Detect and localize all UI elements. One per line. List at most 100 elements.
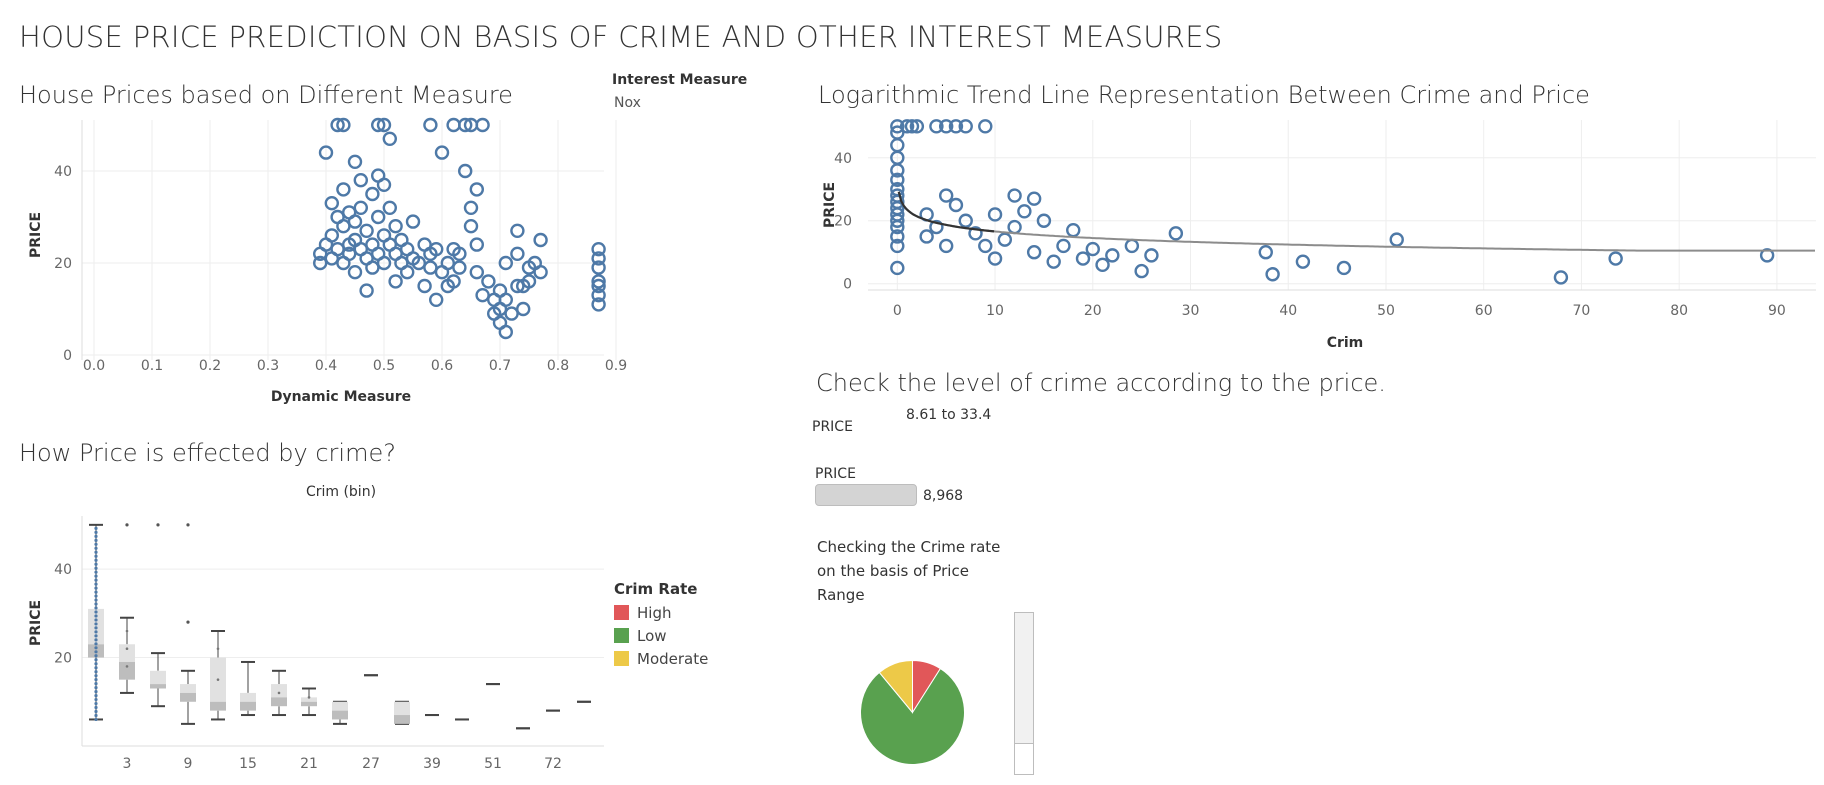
scatter-point: [1295, 254, 1311, 269]
scatter-point: [1134, 263, 1149, 279]
sheet3-title: How Price is effected by crime?: [19, 439, 396, 467]
scatter-point: [919, 229, 934, 244]
box-point: [94, 546, 98, 550]
scatter-point: [591, 278, 606, 294]
scatter-point: [1124, 238, 1140, 254]
box-upper: [301, 697, 317, 702]
legend-label-high: High: [637, 603, 672, 622]
box-point: [216, 647, 220, 650]
scatter-point: [469, 182, 484, 197]
scatter-point: [591, 297, 606, 312]
x-axis-title: Dynamic Measure: [271, 389, 411, 405]
box-point: [277, 691, 281, 695]
scatter-point: [997, 232, 1013, 247]
x-tick-label: 0.2: [199, 358, 221, 374]
x-tick-label: 0.3: [257, 358, 279, 374]
scatter-point: [400, 264, 415, 280]
box-point: [125, 629, 129, 633]
box-point: [94, 530, 98, 534]
scatter-point: [365, 186, 380, 202]
box-upper: [180, 684, 196, 693]
legend-item-low[interactable]: Low: [614, 624, 708, 647]
pie-slice-low: [860, 667, 965, 765]
crim-rate-legend: Crim Rate High Low Moderate: [614, 580, 708, 670]
x-tick-label: 9: [184, 756, 193, 772]
y-tick-label: 20: [54, 651, 72, 667]
y-axis-title: PRICE: [28, 212, 44, 258]
scatter-point: [904, 119, 920, 134]
scatter-point: [948, 119, 964, 134]
chart-price-vs-measure: 0.0 0.1 0.2 0.3 0.4 0.5 0.6 0.7 0.8 0.9 0 20 40 Dynam…: [28, 117, 627, 405]
interest-measure-dropdown[interactable]: Nox: [614, 95, 641, 111]
price-range-value[interactable]: 8.61 to 33.4: [906, 407, 992, 423]
price-slider-value: 8,968: [923, 488, 964, 504]
box-point: [94, 654, 98, 658]
legend-item-high[interactable]: High: [614, 601, 708, 624]
scatter-point: [890, 188, 905, 203]
x-tick-label: 0.1: [141, 358, 163, 374]
box-point: [94, 574, 98, 578]
box-point: [94, 578, 98, 582]
scatter-point: [498, 255, 513, 271]
scatter-point: [1144, 248, 1159, 263]
vertical-slider-knob[interactable]: [1015, 743, 1033, 774]
price-slider[interactable]: [815, 484, 917, 506]
scatter-point: [521, 274, 537, 289]
legend-swatch-high: [614, 605, 629, 620]
box-lower: [119, 661, 135, 680]
scatter-point: [463, 200, 479, 216]
scatter-point: [591, 274, 606, 289]
x-tick-label: 21: [300, 756, 318, 772]
scatter-point: [510, 223, 525, 239]
scatter-point: [978, 119, 993, 134]
scatter-point: [1046, 254, 1061, 269]
y-tick-label: 40: [54, 562, 72, 578]
box-point: [94, 606, 98, 610]
box-lower: [180, 692, 196, 702]
x-tick-label: 0.8: [547, 358, 569, 374]
interest-measure-label: Interest Measure: [612, 72, 748, 88]
legend-label-low: Low: [637, 626, 667, 645]
box-point: [94, 622, 98, 626]
scatter-point: [429, 292, 444, 308]
price-slider-label: PRICE: [815, 466, 856, 482]
dashboard-title: HOUSE PRICE PREDICTION ON BASIS OF CRIME…: [19, 20, 1223, 54]
scatter-point: [987, 207, 1003, 222]
box-upper: [332, 701, 348, 711]
scatter-point: [376, 177, 392, 193]
box-point: [94, 662, 98, 666]
scatter-point: [1017, 204, 1032, 219]
legend-item-moderate[interactable]: Moderate: [614, 647, 708, 670]
box-point: [94, 618, 98, 622]
scatter-point: [498, 324, 513, 340]
scatter-point: [458, 163, 473, 179]
x-tick-label: 10: [986, 303, 1004, 319]
vertical-range-slider[interactable]: [1014, 612, 1034, 775]
y-tick-label: 20: [834, 214, 852, 230]
scatter-point: [376, 255, 392, 271]
box-upper: [240, 692, 256, 702]
scatter-point: [417, 278, 432, 294]
y-tick-label: 0: [843, 277, 852, 293]
scatter-point: [890, 260, 905, 276]
scatter-point: [359, 283, 374, 298]
scatter-point: [411, 255, 426, 271]
scatter-point: [342, 246, 357, 262]
scatter-point: [382, 200, 397, 216]
box-point: [94, 590, 98, 594]
x-tick-label: 0.7: [489, 358, 511, 374]
legend-swatch-moderate: [614, 651, 629, 666]
x-tick-label: 39: [423, 756, 441, 772]
scatter-point: [978, 238, 993, 254]
y-tick-label: 20: [54, 256, 72, 272]
box-point: [94, 550, 98, 554]
box-point: [94, 686, 98, 690]
scatter-point: [533, 264, 548, 280]
scatter-point: [382, 131, 397, 146]
chart-crime-vs-price-trend: 0 10 20 30 40 50 60 70 80 90 0 20 40 Crim PRICE: [822, 119, 1816, 351]
scatter-point: [446, 117, 461, 133]
box-point: [94, 717, 98, 722]
box-lower: [150, 684, 166, 689]
scatter-point: [1066, 222, 1081, 238]
scatter-point: [1105, 248, 1120, 263]
